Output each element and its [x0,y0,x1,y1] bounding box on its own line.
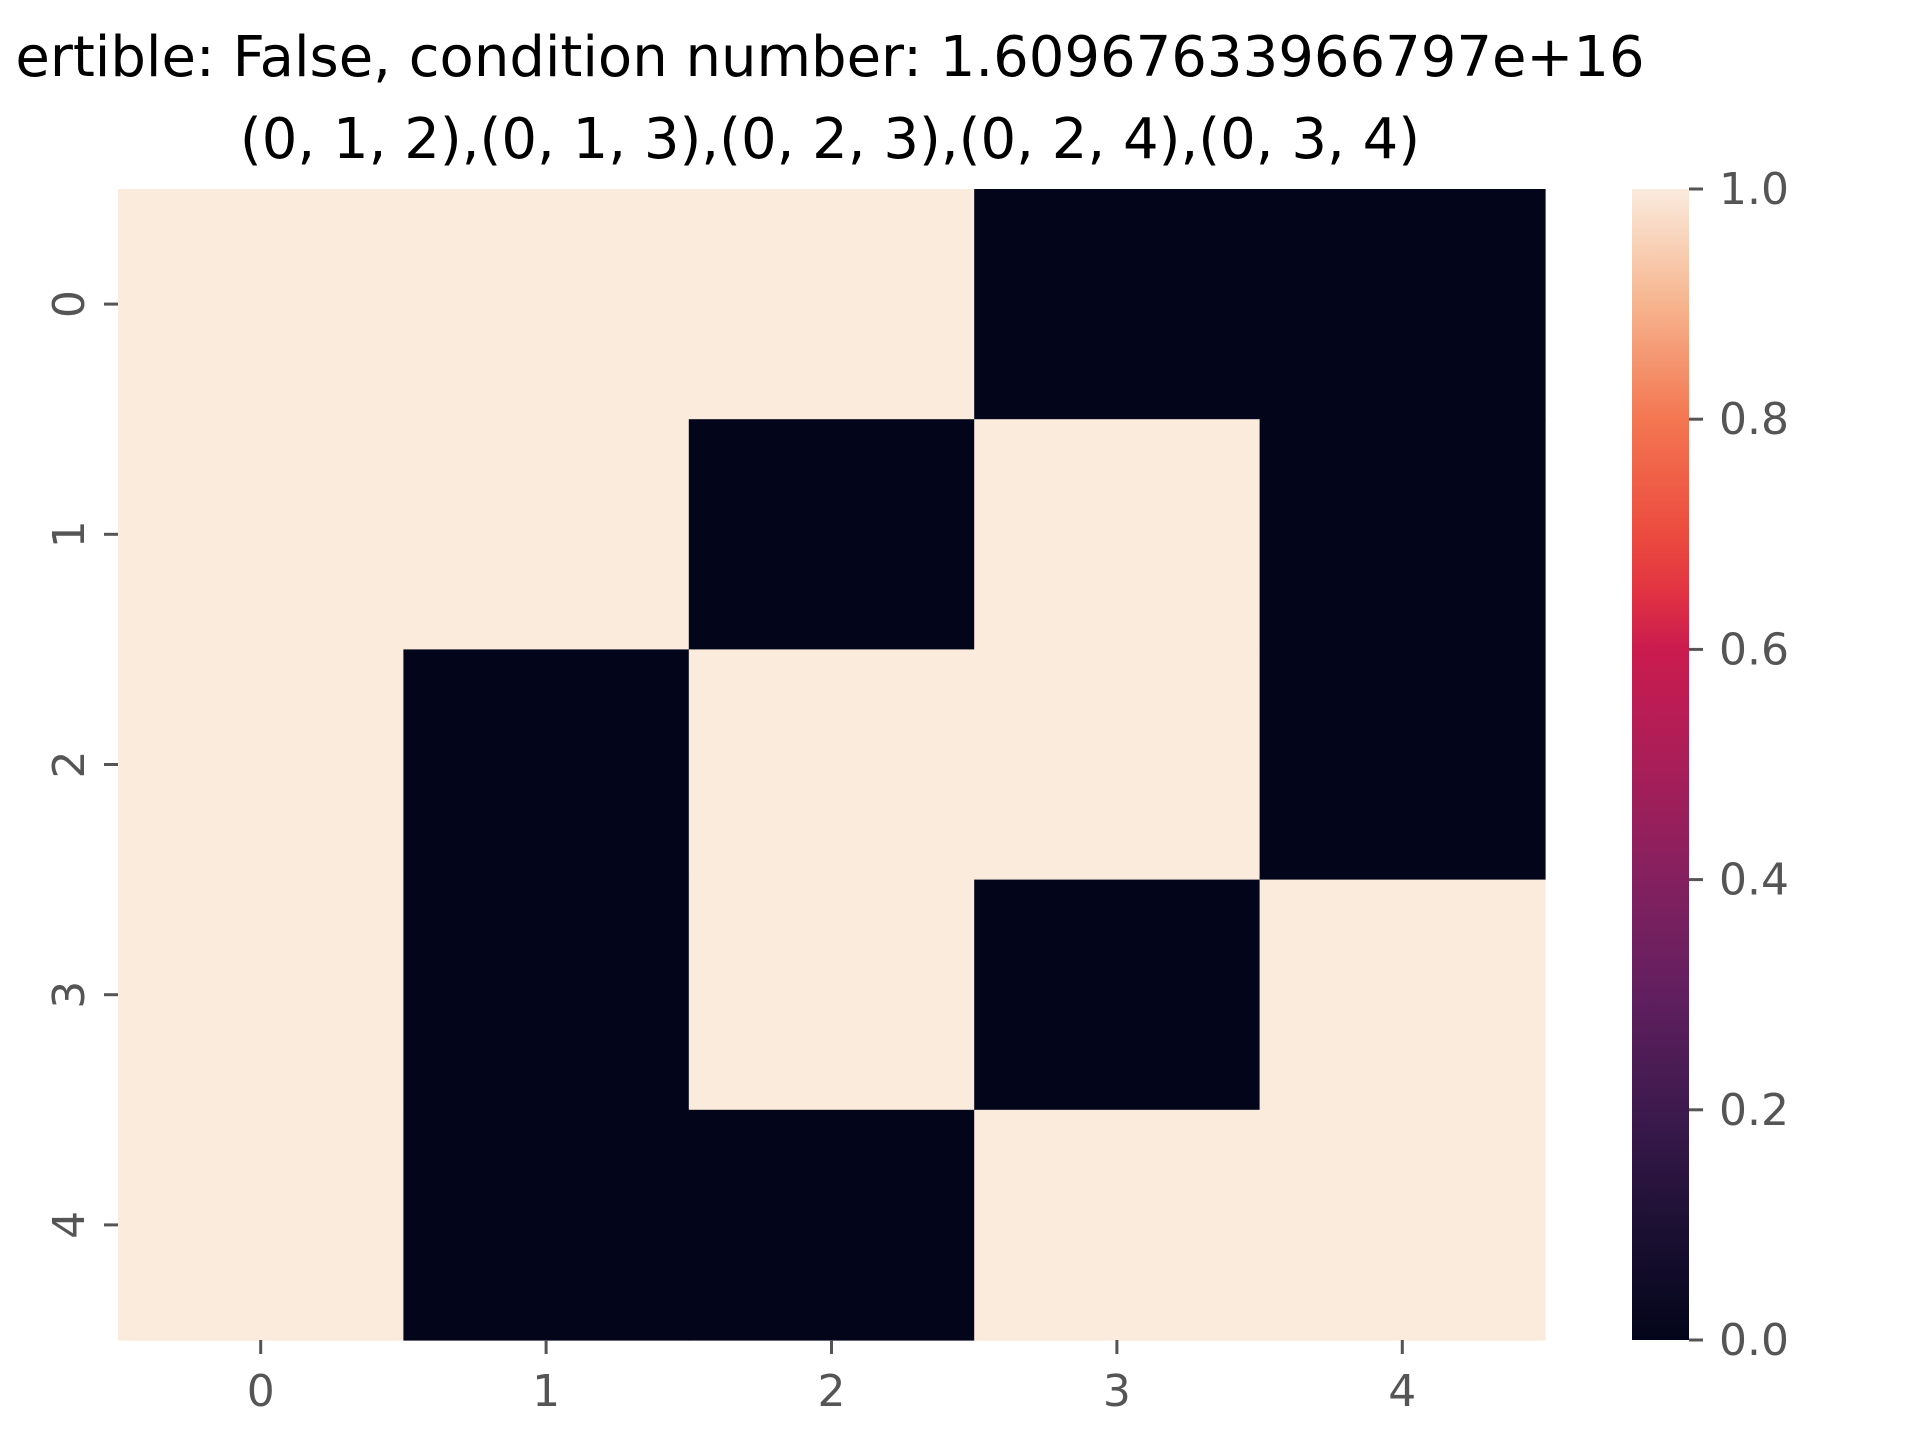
heatmap-cell-r3-c4 [1259,879,1546,1111]
x-tick-label: 0 [247,1366,275,1417]
x-tick-label: 3 [1103,1366,1131,1417]
heatmap-cell-r0-c1 [403,189,690,420]
x-axis: 0 1 2 3 4 [247,1340,1416,1417]
heatmap-cell-r1-c3 [974,419,1261,650]
heatmap-cell-r2-c3 [974,649,1261,881]
y-tick-label: 0 [44,290,95,318]
y-axis: 0 1 2 3 4 [44,290,118,1239]
colorbar [1632,189,1689,1340]
x-tick-label: 2 [818,1366,846,1417]
y-tick-label: 3 [44,981,95,1009]
heatmap-cell-r0-c4 [1259,189,1546,420]
heatmap-cell-r3-c3 [974,879,1261,1111]
colorbar-tick-label: 0.6 [1719,624,1789,675]
colorbar-tick-label: 0.4 [1719,855,1789,906]
chart-title-line-1: ertible: False, condition number: 1.6096… [15,25,1644,90]
colorbar-tick-label: 0.2 [1719,1085,1789,1136]
y-tick-label: 1 [44,520,95,548]
colorbar-axis: 0.0 0.2 0.4 0.6 0.8 1.0 [1689,164,1789,1366]
heatmap-cell-r2-c2 [688,649,975,881]
heatmap-cell-r2-c1 [403,649,690,881]
heatmap-cell-r3-c0 [118,879,404,1111]
heatmap-cell-r2-c4 [1259,649,1546,881]
heatmap-cell-r1-c2 [688,419,975,650]
colorbar-tick-label: 1.0 [1719,164,1789,215]
heatmap-cell-r4-c0 [118,1109,404,1341]
heatmap-cell-r1-c1 [403,419,690,650]
heatmap-cell-r4-c3 [974,1109,1261,1341]
heatmap-cell-r3-c2 [688,879,975,1111]
heatmap-cell-r2-c0 [118,649,404,881]
heatmap-cell-r3-c1 [403,879,690,1111]
heatmap-cell-r1-c0 [118,419,404,650]
heatmap-cell-r0-c2 [688,189,975,420]
chart-title-line-2: (0, 1, 2),(0, 1, 3),(0, 2, 3),(0, 2, 4),… [240,107,1420,172]
heatmap-cell-r1-c4 [1259,419,1546,650]
heatmap-cell-r4-c2 [688,1109,975,1341]
colorbar-tick-label: 0.0 [1719,1315,1789,1366]
heatmap-cell-r0-c3 [974,189,1261,420]
heatmap-cells [118,189,1546,1341]
y-tick-label: 4 [44,1211,95,1239]
heatmap-cell-r4-c1 [403,1109,690,1341]
y-tick-label: 2 [44,751,95,779]
x-tick-label: 4 [1388,1366,1416,1417]
x-tick-label: 1 [532,1366,560,1417]
heatmap-cell-r4-c4 [1259,1109,1546,1341]
heatmap-cell-r0-c0 [118,189,404,420]
colorbar-tick-label: 0.8 [1719,394,1789,445]
